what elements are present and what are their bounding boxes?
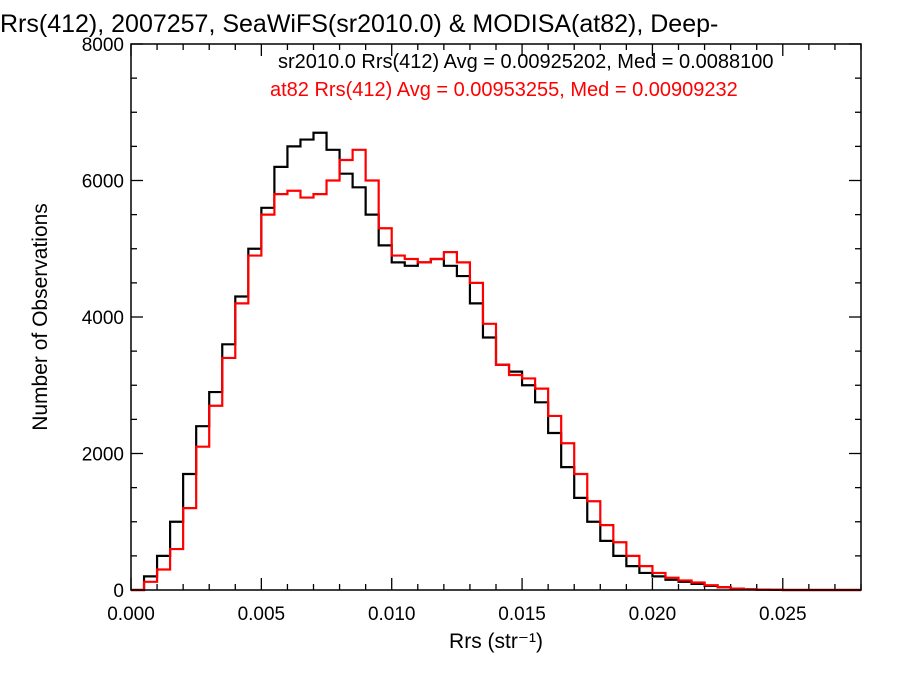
series-line-sr2010 (131, 131, 861, 592)
chart-title: Rrs(412), 2007257, SeaWiFS(sr2010.0) & M… (0, 10, 718, 38)
legend-entry-at82: at82 Rrs(412) Avg = 0.00953255, Med = 0.… (270, 79, 738, 101)
x-axis-label: Rrs (str⁻¹) (449, 630, 543, 653)
legend-entry-sr2010: sr2010.0 Rrs(412) Avg = 0.00925202, Med … (278, 51, 774, 73)
y-tick-label: 4000 (82, 308, 124, 329)
y-tick-label: 8000 (82, 35, 124, 56)
y-tick-label: 0 (113, 581, 124, 602)
x-tick-label: 0.020 (629, 604, 677, 625)
y-tick-label: 6000 (82, 172, 124, 193)
y-tick-label: 2000 (82, 445, 124, 466)
axis-ticks: 0.000 0.005 0.010 0.015 0.020 0.025 0 2000 4000 6… (82, 35, 862, 625)
series-group (131, 131, 861, 592)
x-tick-label: 0.010 (368, 604, 416, 625)
plot-frame (130, 43, 862, 591)
y-axis-label: Number of Observations (29, 203, 52, 431)
x-tick-label: 0.025 (759, 604, 807, 625)
series-line-at82 (131, 148, 861, 592)
x-tick-label: 0.015 (498, 604, 546, 625)
x-tick-label: 0.000 (107, 604, 155, 625)
x-tick-label: 0.005 (238, 604, 286, 625)
